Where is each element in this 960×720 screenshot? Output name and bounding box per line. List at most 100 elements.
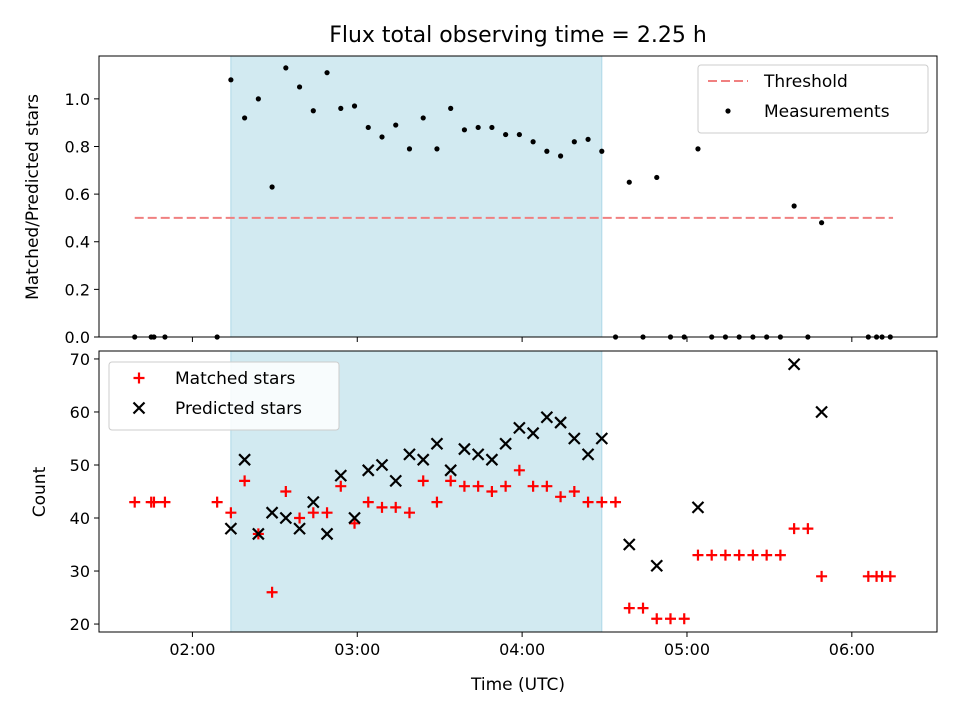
measurement-point <box>599 148 605 154</box>
predicted-star-point <box>540 410 554 424</box>
measurement-point <box>406 146 413 152</box>
matched-star-point <box>225 507 237 519</box>
top-y-tick-label: 0.2 <box>65 280 90 299</box>
matched-star-point <box>706 549 718 561</box>
measurement-point <box>516 131 522 138</box>
matched-star-point <box>390 501 402 513</box>
measurement-point <box>503 131 509 138</box>
measurement-point <box>255 96 261 102</box>
matched-star-point <box>527 480 539 492</box>
predicted-star-point <box>787 357 801 371</box>
predicted-star-point <box>471 448 485 461</box>
top-y-tick-label: 0.8 <box>65 137 90 156</box>
x-tick-label: 03:00 <box>334 640 380 659</box>
measurement-point <box>351 103 358 109</box>
predicted-star-point <box>458 442 471 456</box>
predicted-star-point <box>499 437 512 451</box>
predicted-star-point <box>554 416 567 429</box>
predicted-star-point <box>416 453 430 466</box>
measurement-point <box>626 179 632 185</box>
bottom-y-tick-label: 50 <box>70 456 90 475</box>
predicted-star-point <box>581 448 595 461</box>
predicted-star-point <box>430 437 444 451</box>
matched-star-point <box>472 480 484 492</box>
measurement-point <box>324 70 330 76</box>
top-plot-area <box>132 56 894 340</box>
matched-star-point <box>362 496 374 508</box>
matched-star-point <box>148 496 160 508</box>
matched-star-point <box>761 549 773 561</box>
measurement-point <box>310 108 316 114</box>
measurement-point <box>530 139 536 145</box>
measurement-point <box>379 134 385 140</box>
predicted-star-point <box>307 495 320 509</box>
top-axes-frame <box>98 55 938 338</box>
matched-star-point <box>541 480 553 492</box>
matched-star-point <box>816 570 828 582</box>
matched-star-point <box>445 475 457 487</box>
top-y-tick-label: 0.4 <box>65 233 90 252</box>
matched-star-point <box>788 523 800 535</box>
matched-star-point <box>802 523 814 535</box>
top-legend-swatch <box>725 108 731 114</box>
matched-star-point <box>582 496 594 508</box>
matched-star-point <box>349 517 361 529</box>
matched-star-point <box>637 602 649 614</box>
matched-star-point <box>431 496 443 508</box>
matched-star-point <box>513 464 525 476</box>
x-axis-label: Time (UTC) <box>470 675 565 695</box>
predicted-star-point <box>265 506 279 519</box>
predicted-star-point <box>526 426 540 440</box>
matched-star-point <box>596 496 608 508</box>
matched-star-point <box>568 486 580 497</box>
measurement-point <box>544 148 550 154</box>
top-y-tick-label: 1.0 <box>65 90 90 109</box>
matched-star-point <box>664 613 676 625</box>
measurement-point <box>654 174 660 181</box>
predicted-star-point <box>650 559 664 573</box>
matched-star-point <box>211 496 223 508</box>
predicted-star-point <box>513 421 526 435</box>
matched-star-point <box>307 507 319 519</box>
top-legend-box <box>697 64 929 134</box>
predicted-star-point <box>279 511 293 525</box>
matched-star-point <box>458 480 470 492</box>
bottom-axes-frame <box>98 350 938 633</box>
matched-star-point <box>335 480 347 492</box>
measurement-point <box>489 124 495 131</box>
measurement-point <box>296 84 303 90</box>
matched-star-point <box>651 613 663 625</box>
predicted-star-point <box>375 458 389 472</box>
bottom-legend: Matched stars Predicted stars <box>108 361 340 431</box>
matched-star-point <box>376 501 388 513</box>
top-legend-label: Measurements <box>764 102 890 122</box>
predicted-star-point <box>224 522 238 535</box>
predicted-star-point <box>389 474 403 488</box>
top-y-axis-label: Matched/Predicted stars <box>23 94 43 300</box>
bottom-y-axis: 20 30 40 50 60 70 <box>70 350 99 634</box>
matched-star-point <box>280 486 292 497</box>
measurement-point <box>434 146 440 152</box>
measurement-point <box>393 122 399 128</box>
matched-star-point <box>692 549 704 561</box>
matched-star-point <box>321 507 333 519</box>
predicted-star-point <box>361 464 375 477</box>
matched-star-point <box>719 549 731 561</box>
predicted-star-point <box>403 448 416 461</box>
x-tick-label: 04:00 <box>499 640 545 659</box>
bottom-y-tick-label: 40 <box>70 509 90 528</box>
matched-star-point <box>555 491 567 503</box>
matched-star-point <box>884 570 896 582</box>
bottom-plot-area <box>129 351 896 632</box>
matched-star-point <box>678 613 690 625</box>
matched-star-point <box>747 549 759 561</box>
measurement-point <box>695 146 701 152</box>
top-panel: 0.0 0.2 0.4 0.6 0.8 1.0 Matched/Predicted sta… <box>23 55 938 347</box>
matched-star-point <box>266 586 278 598</box>
measurement-point <box>791 203 797 209</box>
x-tick-label: 02:00 <box>169 640 215 659</box>
top-shaded-region <box>230 56 602 337</box>
top-legend-label: Threshold <box>763 72 848 92</box>
bottom-legend-label: Matched stars <box>175 369 295 389</box>
